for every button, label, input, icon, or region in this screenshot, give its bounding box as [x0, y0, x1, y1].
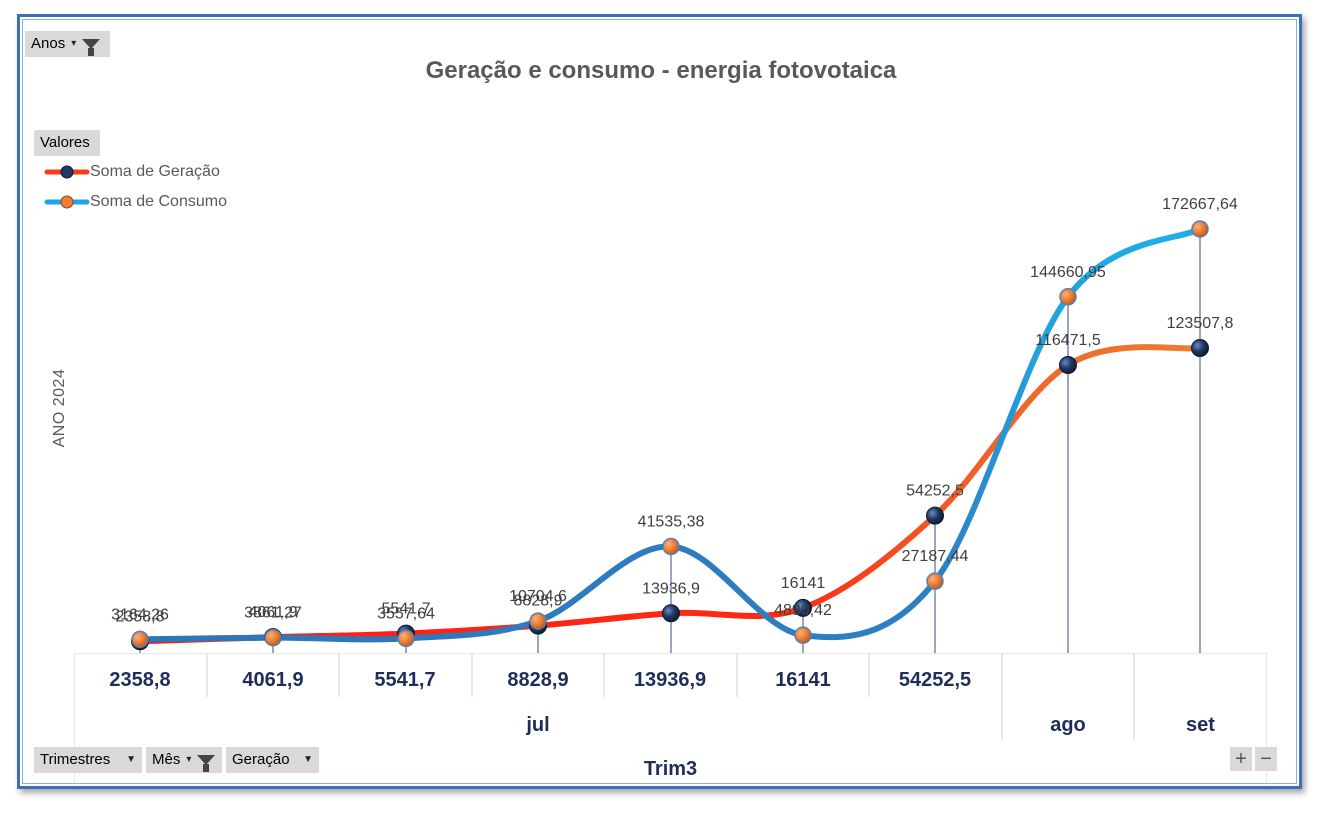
geracao-point[interactable]	[1059, 356, 1077, 375]
category-axis: 2358,8 4061,9 5541,7 8828,9 13936,9 1614…	[74, 653, 1267, 786]
legend-title: Valores	[40, 134, 90, 151]
month-label-ago: ago	[1050, 714, 1086, 736]
geracao-data-label: 13936,9	[642, 580, 700, 597]
category-axis-grid	[74, 653, 1267, 786]
caret-down-icon: ▼	[303, 754, 313, 765]
caret-down-icon: ▾	[71, 38, 77, 49]
month-label-set: set	[1186, 714, 1215, 736]
consumo-data-label: 3861,27	[244, 605, 302, 622]
category-label: 54252,5	[898, 669, 972, 691]
category-label: 13936,9	[633, 669, 707, 691]
geracao-point[interactable]	[926, 506, 944, 525]
series-markers	[131, 220, 1209, 651]
geracao-data-label: 5541,7	[382, 601, 431, 618]
consumo-data-label: 172667,64	[1162, 196, 1238, 213]
trimestres-filter-label: Trimestres	[40, 751, 111, 768]
consumo-point[interactable]	[131, 630, 149, 649]
consumo-point[interactable]	[926, 572, 944, 590]
consumo-point[interactable]	[1059, 288, 1077, 306]
legend-geracao-swatch	[44, 165, 90, 179]
geracao-point[interactable]	[794, 598, 812, 617]
consumo-point[interactable]	[529, 612, 547, 630]
month-label-jul: jul	[526, 714, 550, 736]
geracao-data-label: 123507,8	[1167, 315, 1234, 332]
consumo-data-label: 10704,6	[509, 588, 567, 605]
expand-plus-button[interactable]: +	[1230, 747, 1252, 771]
category-label: 2358,8	[109, 669, 171, 691]
caret-down-icon: ▾	[186, 754, 192, 765]
quarter-label: Trim3	[643, 758, 698, 780]
consumo-data-label: 144660,95	[1030, 264, 1106, 281]
consumo-point[interactable]	[794, 626, 812, 644]
geracao-filter-label: Geração	[232, 751, 290, 768]
geracao-data-label: 16141	[781, 575, 826, 592]
consumo-data-label: 41535,38	[638, 513, 705, 530]
consumo-data-label: 27187,44	[902, 548, 969, 565]
geracao-data-label: 4061,9	[249, 604, 298, 621]
consumo-data-label: 3164,26	[111, 606, 169, 623]
geracao-data-label: 8828,9	[514, 593, 563, 610]
anos-filter-button[interactable]: Anos ▾	[25, 31, 110, 57]
trimestres-filter-button[interactable]: Trimestres ▼	[34, 747, 142, 773]
geracao-data-label: 54252,5	[906, 483, 964, 500]
geracao-point[interactable]	[1191, 339, 1209, 358]
chart-title: Geração e consumo - energia fotovotaica	[425, 57, 897, 84]
anos-filter-label: Anos	[31, 35, 66, 52]
consumo-point[interactable]	[397, 629, 415, 648]
filter-icon	[82, 39, 101, 56]
geracao-data-label: 2358,8	[116, 608, 165, 625]
legend-item-geracao[interactable]: Soma de Geração	[44, 161, 220, 183]
consumo-data-label: 4890,42	[774, 602, 832, 619]
category-label: 4061,9	[242, 669, 304, 691]
geracao-data-label: 116471,5	[1035, 332, 1101, 349]
filter-icon	[197, 755, 216, 772]
geracao-filter-button[interactable]: Geração ▼	[226, 747, 319, 773]
category-label: 8828,9	[507, 669, 569, 691]
legend-geracao-label: Soma de Geração	[90, 163, 220, 180]
legend-values-button[interactable]: Valores	[34, 130, 100, 156]
consumo-point[interactable]	[662, 537, 680, 556]
series-lines	[137, 226, 1203, 645]
legend-consumo-swatch	[44, 195, 90, 209]
consumo-point[interactable]	[1191, 220, 1209, 238]
legend-consumo-label: Soma de Consumo	[90, 193, 227, 210]
mes-filter-label: Mês	[152, 751, 181, 768]
category-label: 5541,7	[374, 669, 436, 691]
data-labels: 2358,8 4061,9 5541,7 8828,9 13936,9 16141 5425…	[111, 196, 1238, 625]
category-label: 16141	[775, 669, 831, 691]
series-line-consumo	[137, 226, 1203, 643]
legend-item-consumo[interactable]: Soma de Consumo	[44, 191, 227, 213]
chart-frame	[17, 14, 1302, 789]
geracao-point[interactable]	[662, 604, 680, 623]
collapse-minus-button[interactable]: −	[1255, 747, 1277, 771]
consumo-data-label: 3557,64	[377, 605, 435, 622]
caret-down-icon: ▼	[126, 754, 136, 765]
consumo-point[interactable]	[264, 628, 282, 647]
mes-filter-button[interactable]: Mês ▾	[146, 747, 222, 773]
chart-inner-border	[22, 19, 1297, 784]
